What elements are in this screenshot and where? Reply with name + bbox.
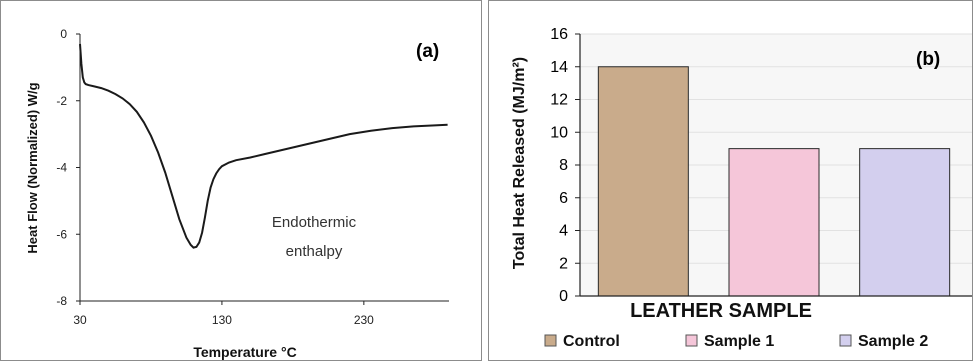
y-tick-label: 6: [559, 190, 568, 207]
y-tick-label: -6: [56, 227, 67, 241]
annotation-line-2: enthalpy: [286, 243, 343, 260]
axes-a: [79, 34, 449, 302]
y-axis-label-b: Total Heat Released (MJ/m²): [511, 57, 528, 269]
legend-swatch-control: [544, 334, 557, 347]
x-axis-label-b: LEATHER SAMPLE: [630, 300, 812, 322]
chart-panel-a: 0 -2 -4 -6 -8 30 130 230 (a) Endothermic enthal…: [0, 0, 482, 361]
bar-sample-2: [859, 148, 951, 297]
annotation-line-1: Endothermic: [272, 214, 357, 231]
legend-b: Control Sample 1 Sample 2: [544, 333, 928, 350]
legend-swatch-sample-2: [839, 334, 852, 347]
x-axis-label-a: Temperature °C: [193, 344, 296, 360]
ticks-a: 0 -2 -4 -6 -8 30 130 230: [56, 27, 374, 327]
heat-flow-curve: [79, 43, 448, 249]
y-tick-label: 14: [550, 59, 568, 76]
bar-control: [597, 66, 689, 297]
legend-label-sample-2: Sample 2: [858, 333, 928, 350]
chart-panel-b: 0 2 4 6 8 10 12 14 16 (b) LEATHER SAMPLE Total H…: [488, 0, 973, 361]
y-tick-label: 0: [559, 288, 568, 305]
bars-b: [597, 66, 951, 297]
y-tick-label: -8: [56, 294, 67, 308]
y-tick-label: 4: [559, 223, 568, 240]
y-axis-label-a: Heat Flow (Normalized) W/g: [25, 82, 40, 253]
ticks-b: 0 2 4 6 8 10 12 14 16: [550, 26, 580, 305]
x-tick-label: 230: [354, 313, 374, 327]
dsc-line-chart: 0 -2 -4 -6 -8 30 130 230 (a) Endothermic enthal…: [25, 27, 449, 360]
heat-release-bar-chart: 0 2 4 6 8 10 12 14 16 (b) LEATHER SAMPLE Total H…: [511, 26, 972, 350]
legend-label-control: Control: [563, 333, 620, 350]
y-tick-label: -2: [56, 94, 67, 108]
legend-swatch-sample-1: [685, 334, 698, 347]
legend-label-sample-1: Sample 1: [704, 333, 774, 350]
y-tick-label: 0: [60, 27, 67, 41]
y-tick-label: 16: [550, 26, 568, 43]
y-tick-label: 12: [550, 92, 568, 109]
x-tick-label: 130: [212, 313, 232, 327]
y-tick-label: 2: [559, 255, 568, 272]
panel-label-b: (b): [916, 49, 940, 70]
x-tick-label: 30: [73, 313, 87, 327]
y-tick-label: -4: [56, 161, 67, 175]
bar-sample-1: [728, 148, 820, 297]
y-tick-label: 10: [550, 124, 568, 141]
panel-label-a: (a): [416, 41, 439, 62]
y-tick-label: 8: [559, 157, 568, 174]
